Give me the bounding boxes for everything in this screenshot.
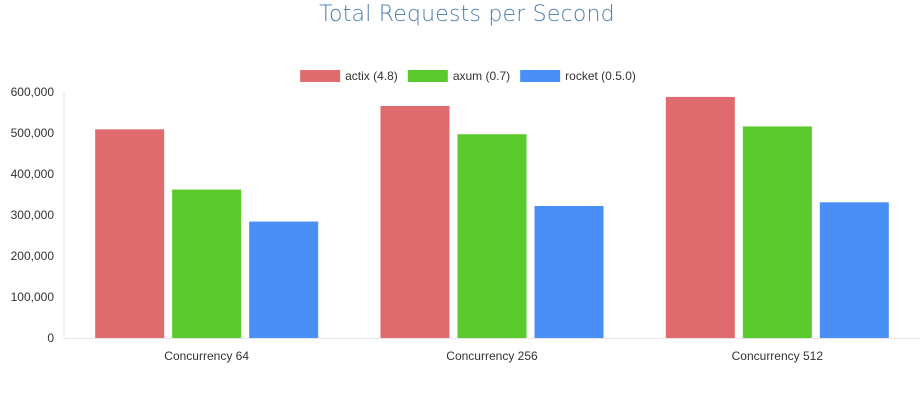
bar-rocket-1[interactable]	[249, 221, 319, 338]
legend-item-rocket[interactable]: rocket (0.5.0)	[520, 69, 636, 83]
x-tick-label: Concurrency 512	[732, 349, 824, 363]
legend-swatch	[407, 70, 448, 82]
bar-rocket-3[interactable]	[819, 202, 889, 338]
y-tick-label: 0	[47, 331, 54, 345]
bar-axum-3[interactable]	[742, 126, 812, 338]
bar-rocket-2[interactable]	[534, 205, 604, 338]
legend-label: rocket (0.5.0)	[565, 69, 636, 83]
y-tick-label: 500,000	[11, 126, 55, 140]
y-tick-label: 400,000	[11, 167, 55, 181]
x-axis: Concurrency 64 Concurrency 256 Concurrency…	[64, 338, 920, 363]
bar-actix-1[interactable]	[95, 129, 165, 338]
x-tick-label: Concurrency 64	[164, 349, 249, 363]
y-axis: 0 100,000 200,000 300,000 400,000 500,000 600,…	[11, 85, 65, 345]
legend-swatch	[520, 70, 561, 82]
legend-swatch	[300, 70, 341, 82]
x-tick-label: Concurrency 256	[446, 349, 538, 363]
bars	[95, 96, 889, 338]
chart-legend: actix (4.8) axum (0.7) rocket (0.5.0)	[300, 69, 636, 83]
legend-item-axum[interactable]: axum (0.7)	[407, 69, 510, 83]
chart-title: Total Requests per Second	[319, 2, 615, 27]
legend-item-actix[interactable]: actix (4.8)	[300, 69, 398, 83]
y-tick-label: 300,000	[11, 208, 55, 222]
legend-label: axum (0.7)	[453, 69, 510, 83]
y-tick-label: 600,000	[11, 85, 55, 99]
y-tick-label: 200,000	[11, 249, 55, 263]
bar-actix-2[interactable]	[380, 105, 450, 338]
y-tick-label: 100,000	[11, 290, 55, 304]
bar-actix-3[interactable]	[665, 96, 735, 338]
legend-label: actix (4.8)	[345, 69, 398, 83]
bar-axum-2[interactable]	[457, 134, 527, 338]
bar-axum-1[interactable]	[172, 189, 242, 338]
